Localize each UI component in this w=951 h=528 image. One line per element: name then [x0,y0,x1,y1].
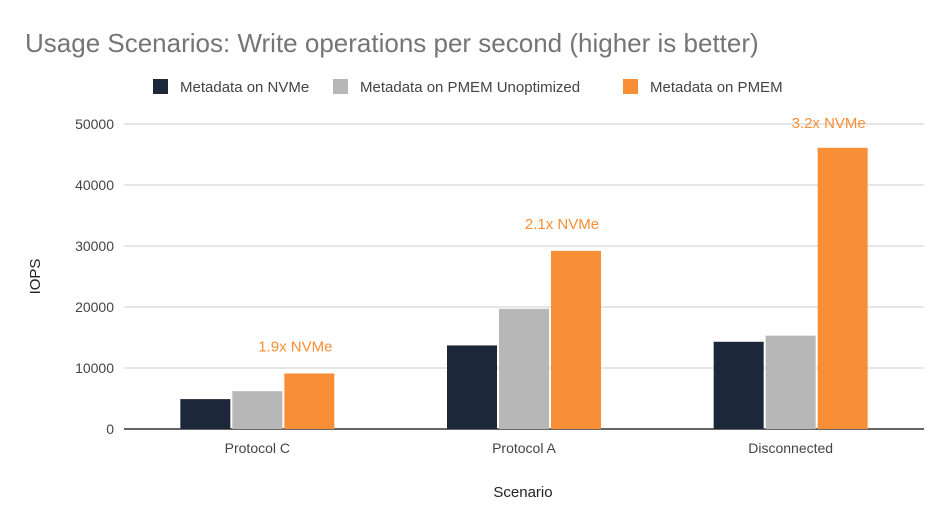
legend: Metadata on NVMe Metadata on PMEM Unoptim… [153,79,783,96]
y-axis-ticks: 0 10000 20000 30000 40000 50000 [75,116,114,437]
y-tick-label: 50000 [75,116,114,132]
y-tick-label: 20000 [75,299,114,315]
y-tick-label: 40000 [75,177,114,193]
legend-label: Metadata on PMEM [650,79,783,96]
x-axis-label: Scenario [493,484,552,501]
bar-3-1 [284,373,335,429]
bar-2-2 [499,308,549,429]
annotation-label: 1.9x NVMe [258,338,332,355]
bar-3-2 [551,250,601,429]
annotations: 1.9x NVMe 2.1x NVMe 3.2x NVMe [258,115,866,355]
y-tick-label: 10000 [75,360,114,376]
bar-1-1 [180,399,231,429]
legend-swatch [333,79,348,94]
x-axis-ticks: Protocol C Protocol A Disconnected [225,440,833,456]
y-tick-label: 30000 [75,238,114,254]
annotation-label: 3.2x NVMe [792,115,866,132]
chart-title: Usage Scenarios: Write operations per se… [25,28,759,58]
bars [180,147,868,430]
x-tick-label: Disconnected [748,440,833,456]
annotation-label: 2.1x NVMe [525,216,599,233]
legend-swatch [623,79,638,94]
bar-2-1 [232,391,283,429]
x-tick-label: Protocol C [225,440,290,456]
x-tick-label: Protocol A [492,440,556,456]
y-tick-label: 0 [106,421,114,437]
bar-2-3 [765,335,816,429]
y-axis-label: IOPS [27,259,44,295]
bar-3-3 [817,147,868,430]
bar-1-3 [713,341,764,429]
bar-1-2 [447,345,497,429]
legend-label: Metadata on NVMe [180,79,309,96]
legend-label: Metadata on PMEM Unoptimized [360,79,580,96]
legend-swatch [153,79,168,94]
